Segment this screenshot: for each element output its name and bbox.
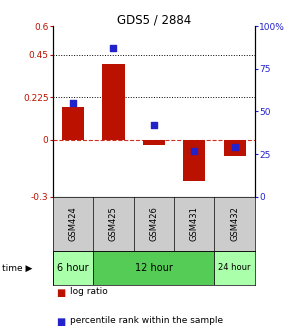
Text: GSM432: GSM432 [230,206,239,241]
Text: time ▶: time ▶ [2,264,33,272]
Text: log ratio: log ratio [70,287,108,296]
Bar [102,64,125,140]
Bar [53,251,93,285]
Point [71,100,75,106]
Bar [183,140,205,181]
Text: GSM424: GSM424 [69,206,77,241]
Text: ■: ■ [56,288,65,298]
Text: 24 hour: 24 hour [219,264,251,272]
Point [111,46,116,51]
Text: 12 hour: 12 hour [135,263,173,273]
Bar [143,140,165,145]
Text: 6 hour: 6 hour [57,263,89,273]
Bar [62,107,84,140]
Text: percentile rank within the sample: percentile rank within the sample [70,316,224,325]
Point [192,148,197,153]
Bar [93,251,214,285]
Text: ■: ■ [56,317,65,327]
Bar [214,251,255,285]
Text: GSM431: GSM431 [190,206,199,241]
Text: GSM425: GSM425 [109,206,118,241]
Bar [224,140,246,156]
Title: GDS5 / 2884: GDS5 / 2884 [117,13,191,26]
Point [151,122,156,128]
Text: GSM426: GSM426 [149,206,158,241]
Point [232,145,237,150]
